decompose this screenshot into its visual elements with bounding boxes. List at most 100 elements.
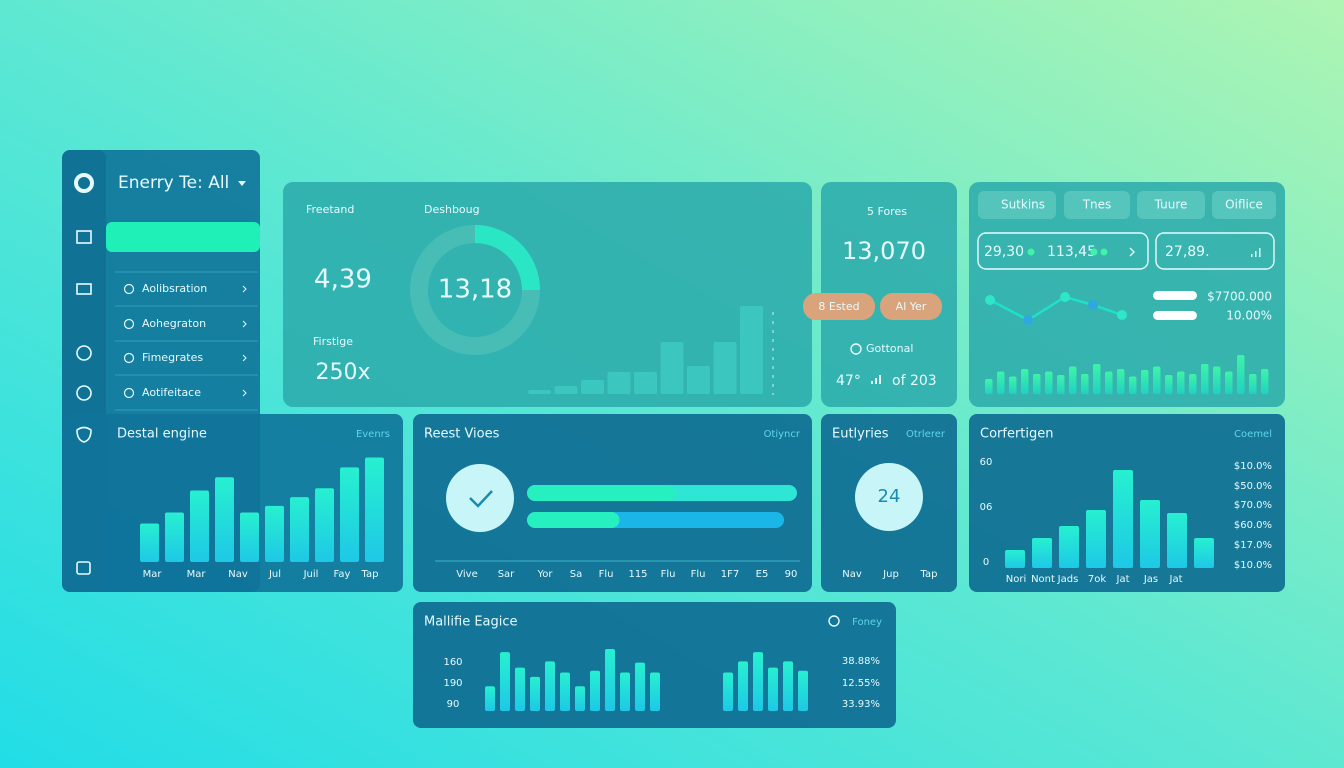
tab-label[interactable]: Oiflice: [1225, 198, 1263, 212]
bar: [575, 686, 585, 711]
bar: [315, 488, 334, 562]
menu-item[interactable]: Aotifeitace: [142, 386, 201, 399]
pill-label[interactable]: Al Yer: [896, 300, 927, 313]
nav-icon[interactable]: [76, 345, 92, 361]
panel-link[interactable]: Coemel: [1234, 429, 1272, 440]
x-label: Jads: [1057, 574, 1079, 585]
nav-icon[interactable]: [76, 283, 92, 295]
dot: [1090, 248, 1098, 256]
menu-item[interactable]: Aolibsration: [142, 282, 207, 295]
bar: [753, 652, 763, 711]
side-label: $10.0%: [1234, 560, 1272, 571]
x-label: Jul: [268, 569, 281, 580]
tab-label[interactable]: Tuure: [1154, 198, 1188, 212]
bar: [783, 661, 793, 711]
stat-box[interactable]: [1155, 232, 1275, 270]
pill[interactable]: [803, 293, 875, 320]
nav-icon[interactable]: [76, 561, 91, 575]
bar: [545, 661, 555, 711]
x-label: Nont: [1031, 574, 1055, 585]
bars-icon: [1255, 251, 1257, 257]
menu-item[interactable]: Fimegrates: [142, 351, 203, 364]
bar: [190, 490, 209, 562]
pill[interactable]: [880, 293, 942, 320]
bar: [723, 672, 733, 711]
bar: [340, 467, 359, 562]
bar: [1086, 510, 1106, 568]
label: Gottonal: [866, 342, 913, 355]
big-value: 13,070: [842, 237, 926, 265]
panel-link[interactable]: Otrlerer: [906, 429, 946, 440]
bar: [740, 306, 763, 394]
progress-fill: [527, 485, 676, 501]
bar: [634, 372, 657, 394]
pill-label[interactable]: 8 Ested: [818, 300, 859, 313]
active-menu[interactable]: [106, 222, 260, 252]
nav-icon[interactable]: [76, 385, 92, 401]
label: Deshboug: [424, 203, 480, 216]
bar: [1093, 364, 1101, 394]
bar: [1113, 470, 1133, 568]
tab[interactable]: [1137, 191, 1205, 219]
x-label: Tap: [361, 569, 379, 580]
legend-pill: [1153, 291, 1197, 300]
tab[interactable]: [978, 191, 1056, 219]
bar: [215, 477, 234, 562]
tab[interactable]: [1064, 191, 1130, 219]
label: Freetand: [306, 203, 354, 216]
signal-icon: [879, 375, 881, 384]
big-value: 4,39: [314, 265, 372, 295]
panel-link[interactable]: Otiyncr: [764, 429, 801, 440]
bar: [530, 676, 540, 711]
x-label: Mar: [143, 569, 163, 580]
bar: [713, 342, 737, 394]
dot: [1027, 248, 1035, 256]
x-label: Nav: [842, 569, 862, 580]
panel-link[interactable]: Foney: [852, 617, 882, 628]
bar: [1165, 375, 1173, 394]
panel-link[interactable]: Evenrs: [356, 429, 390, 440]
bar: [635, 662, 645, 711]
y-label: 190: [443, 678, 462, 689]
bar: [365, 457, 384, 562]
bar: [1167, 513, 1187, 568]
tab[interactable]: [1212, 191, 1276, 219]
menu-icon: [123, 283, 135, 295]
label: Firstige: [313, 335, 353, 348]
bar: [240, 512, 259, 562]
bar: [1177, 371, 1185, 394]
value: of 203: [892, 373, 937, 389]
value: 113,45: [1047, 244, 1096, 260]
tab-label[interactable]: Sutkins: [1001, 198, 1045, 212]
y-label: 60: [980, 457, 993, 468]
big-value: 250x: [315, 360, 370, 385]
bar: [554, 386, 578, 394]
bar: [1261, 369, 1269, 394]
bar: [581, 380, 604, 394]
bar: [590, 670, 600, 711]
dropdown-caret[interactable]: [238, 181, 246, 186]
search-icon[interactable]: [828, 615, 840, 627]
bar: [687, 366, 710, 394]
x-label: Vive: [456, 569, 477, 580]
bar: [1117, 369, 1125, 394]
menu-item[interactable]: Aohegraton: [142, 317, 206, 330]
circle-value: 24: [878, 486, 901, 507]
line-point: [1060, 292, 1070, 302]
nav-icon[interactable]: [76, 426, 92, 443]
bar: [1129, 376, 1137, 394]
bar: [768, 667, 778, 711]
menu-icon: [123, 387, 135, 399]
app-title[interactable]: Enerry Te: All: [118, 173, 229, 193]
x-label: Sar: [498, 569, 515, 580]
y-label: 0: [983, 557, 989, 568]
side-label: 12.55%: [842, 678, 880, 689]
nav-icon[interactable]: [76, 230, 92, 244]
tab-label[interactable]: Tnes: [1082, 198, 1112, 212]
bar: [1057, 375, 1065, 394]
stat-box[interactable]: [977, 232, 1149, 270]
x-label: 90: [785, 569, 798, 580]
bar: [650, 672, 660, 711]
